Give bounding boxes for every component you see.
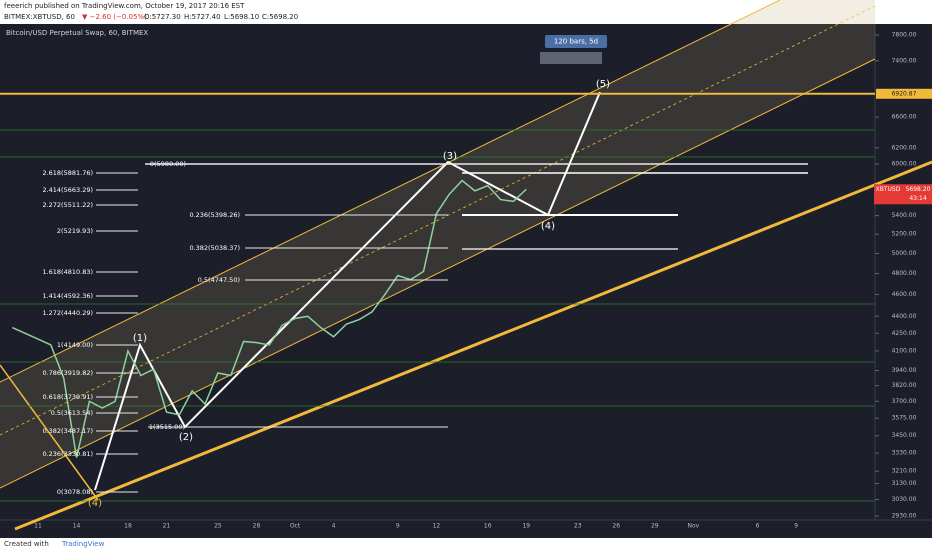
x-tick-label: 21	[163, 523, 171, 530]
x-tick-label: 12	[433, 523, 441, 530]
x-tick-label: 11	[34, 523, 42, 530]
range-box	[540, 52, 602, 64]
wave-label: (1)	[133, 333, 147, 344]
low: L:5698.10	[224, 13, 259, 21]
y-tick-label: 4600.00	[892, 291, 917, 298]
y-tick-label: 4800.00	[892, 270, 917, 277]
y-tick-label: 5400.00	[892, 212, 917, 219]
plot-bg	[0, 24, 932, 538]
y-tick-label: 4100.00	[892, 347, 917, 354]
price-tag-countdown: 43:14	[909, 195, 926, 202]
fib-label: 0.5(3613.54)	[51, 409, 93, 417]
y-tick-label: 3820.00	[892, 382, 917, 389]
fib-label: 0.382(5038.37)	[189, 244, 240, 252]
level-label: 6920.87	[892, 90, 917, 97]
fib-label: 2.414(5663.29)	[42, 186, 93, 194]
fib-label: 1.414(4592.36)	[42, 292, 93, 300]
chart-title: Bitcoin/USD Perpetual Swap, 60, BITMEX	[6, 29, 148, 37]
wave-label: (5)	[596, 79, 610, 90]
x-tick-label: 9	[396, 523, 400, 530]
publisher: feeerich published on TradingView.com, O…	[4, 2, 245, 10]
open: O:5727.30	[144, 13, 181, 21]
symbol: BITMEX:XBTUSD, 60	[4, 13, 75, 21]
x-tick-label: 18	[124, 523, 132, 530]
y-tick-label: 3575.00	[892, 415, 917, 422]
fib-label: 1(4149.00)	[57, 341, 93, 349]
y-tick-label: 7400.00	[892, 57, 917, 64]
fib-label: 0(5980.00)	[150, 160, 186, 168]
info-text: 120 bars, 5d	[554, 38, 598, 46]
price-line	[11, 179, 527, 458]
y-tick-label: 3030.00	[892, 496, 917, 503]
x-tick-label: 16	[484, 523, 492, 530]
x-tick-label: Oct	[290, 523, 301, 530]
x-tick-label: Nov	[687, 523, 699, 530]
y-tick-label: 3940.00	[892, 367, 917, 374]
fib-label: 0.382(3487.17)	[42, 427, 93, 435]
price-tag-price: 5698.20	[906, 186, 931, 193]
y-tick-label: 6000.00	[892, 160, 917, 167]
x-tick-label: 6	[756, 523, 760, 530]
fib-label: 0.5(4747.50)	[198, 276, 240, 284]
change: ▼ −2.60 (−0.05%)	[82, 13, 147, 21]
y-tick-label: 4400.00	[892, 313, 917, 320]
price-tag-bg	[874, 184, 932, 205]
y-tick-label: 3450.00	[892, 432, 917, 439]
x-tick-label: 28	[253, 523, 261, 530]
price-tag-symbol: XBTUSD	[876, 186, 901, 193]
level-tag	[876, 88, 932, 99]
fib-label: 0.786(3919.82)	[42, 369, 93, 377]
y-tick-label: 3130.00	[892, 480, 917, 487]
x-tick-label: 14	[73, 523, 81, 530]
wave-label: (3)	[443, 151, 457, 162]
y-tick-label: 3210.00	[892, 468, 917, 475]
fib-label: 0.236(5398.26)	[189, 211, 240, 219]
x-tick-label: 4	[332, 523, 336, 530]
y-tick-label: 5000.00	[892, 250, 917, 257]
fib-label: 0(3078.08)	[57, 488, 93, 496]
y-tick-label: 3330.00	[892, 450, 917, 457]
channel-mid	[0, 5, 876, 436]
wave-path	[94, 91, 601, 491]
footer-text: Created with	[4, 540, 49, 548]
fib-label: 1(3515.00)	[149, 423, 185, 431]
wave-label: (2)	[179, 432, 193, 443]
fib-label: 1.272(4440.29)	[42, 309, 93, 317]
fib-label: 0.618(3739.91)	[42, 393, 93, 401]
level-lines	[0, 129, 875, 502]
fib-label: 1.618(4810.83)	[42, 268, 93, 276]
y-tick-label: 7800.00	[892, 32, 917, 39]
close: C:5698.20	[262, 13, 298, 21]
fib-label: 0.236(3330.81)	[42, 450, 93, 458]
trend-line	[0, 364, 99, 501]
y-tick-label: 6200.00	[892, 144, 917, 151]
footer-bar	[0, 538, 932, 550]
high: H:5727.40	[184, 13, 221, 21]
trend-line	[14, 160, 932, 531]
x-tick-label: 19	[522, 523, 530, 530]
x-tick-label: 26	[612, 523, 620, 530]
fib-label: 2.618(5881.76)	[42, 169, 93, 177]
channel-line	[0, 0, 781, 383]
wave-label: (4)	[541, 221, 555, 232]
channel-fill	[0, 0, 875, 488]
info-box	[545, 35, 607, 48]
header-bar	[0, 0, 932, 24]
fib-label: 2(5219.93)	[57, 227, 93, 235]
wave-label: (4)	[88, 498, 102, 509]
y-tick-label: 5200.00	[892, 231, 917, 238]
drawings	[0, 0, 932, 531]
x-tick-label: 23	[574, 523, 582, 530]
y-tick-label: 4250.00	[892, 330, 917, 337]
y-tick-label: 3700.00	[892, 398, 917, 405]
y-tick-label: 6600.00	[892, 114, 917, 121]
footer-brand: TradingView	[61, 540, 105, 548]
fib-label: 2.272(5511.22)	[42, 201, 93, 209]
y-tick-label: 2930.00	[892, 512, 917, 519]
x-tick-label: 9	[794, 523, 798, 530]
x-tick-label: 29	[651, 523, 659, 530]
channel-line	[0, 58, 876, 489]
x-tick-label: 25	[214, 523, 222, 530]
